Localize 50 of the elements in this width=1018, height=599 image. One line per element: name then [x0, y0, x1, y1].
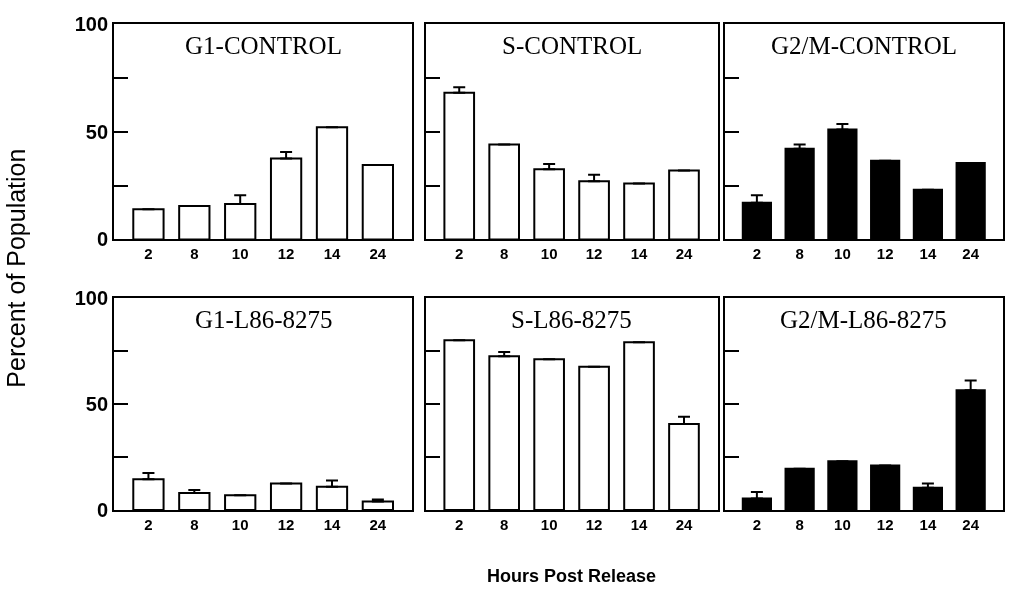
y-tick-label: 0 — [96, 228, 109, 251]
chart-title: S-CONTROL — [502, 32, 643, 59]
x-tick-label: 12 — [876, 516, 894, 534]
x-tick-label: 10 — [231, 516, 249, 534]
x-tick-label: 24 — [369, 245, 387, 263]
x-tick-label: 12 — [585, 516, 603, 534]
x-tick-label: 8 — [500, 516, 509, 534]
x-tick-label: 8 — [795, 516, 804, 534]
x-tick-label: 8 — [795, 245, 804, 263]
x-tick-label: 2 — [144, 245, 153, 263]
x-tick-label: 10 — [540, 516, 558, 534]
x-tick-label: 12 — [277, 245, 295, 263]
x-tick-label: 14 — [323, 516, 341, 534]
x-tick-label: 14 — [323, 245, 341, 263]
x-tick-label: 8 — [190, 516, 199, 534]
x-tick-label: 2 — [752, 516, 762, 534]
y-tick-label: 100 — [74, 286, 109, 309]
x-tick-label: 10 — [834, 245, 851, 263]
y-tick-label: 0 — [96, 499, 109, 522]
x-tick-label: 2 — [455, 516, 464, 534]
chart-title: G2/M-CONTROL — [771, 32, 958, 59]
chart-title: S-L86-8275 — [511, 306, 632, 333]
x-tick-label: 24 — [369, 516, 387, 534]
x-tick-label: 24 — [962, 245, 980, 263]
x-tick-label: 10 — [231, 245, 249, 263]
chart-title: G2/M-L86-8275 — [780, 306, 947, 333]
y-axis-title: Percent of Population — [2, 148, 31, 388]
x-tick-label: 14 — [630, 245, 649, 263]
y-tick-label: 50 — [85, 392, 109, 415]
x-tick-label: 24 — [962, 516, 980, 534]
y-tick-label: 100 — [74, 12, 109, 35]
x-tick-label: 8 — [190, 245, 199, 263]
chart-title: G1-CONTROL — [185, 32, 342, 59]
x-tick-label: 14 — [919, 245, 937, 263]
x-tick-label: 12 — [277, 516, 295, 534]
x-tick-label: 2 — [752, 245, 762, 263]
x-tick-label: 2 — [455, 245, 464, 263]
x-axis-title: Hours Post Release — [487, 566, 657, 586]
x-tick-label: 10 — [834, 516, 851, 534]
x-tick-label: 14 — [630, 516, 649, 534]
chart-title: G1-L86-8275 — [195, 306, 333, 333]
x-tick-label: 24 — [675, 516, 693, 534]
x-tick-label: 10 — [540, 245, 558, 263]
x-tick-label: 14 — [919, 516, 937, 534]
x-tick-label: 12 — [585, 245, 603, 263]
x-tick-label: 12 — [876, 245, 894, 263]
x-tick-label: 24 — [675, 245, 693, 263]
y-tick-label: 50 — [85, 120, 109, 143]
x-tick-label: 8 — [500, 245, 509, 263]
x-tick-label: 2 — [144, 516, 153, 534]
